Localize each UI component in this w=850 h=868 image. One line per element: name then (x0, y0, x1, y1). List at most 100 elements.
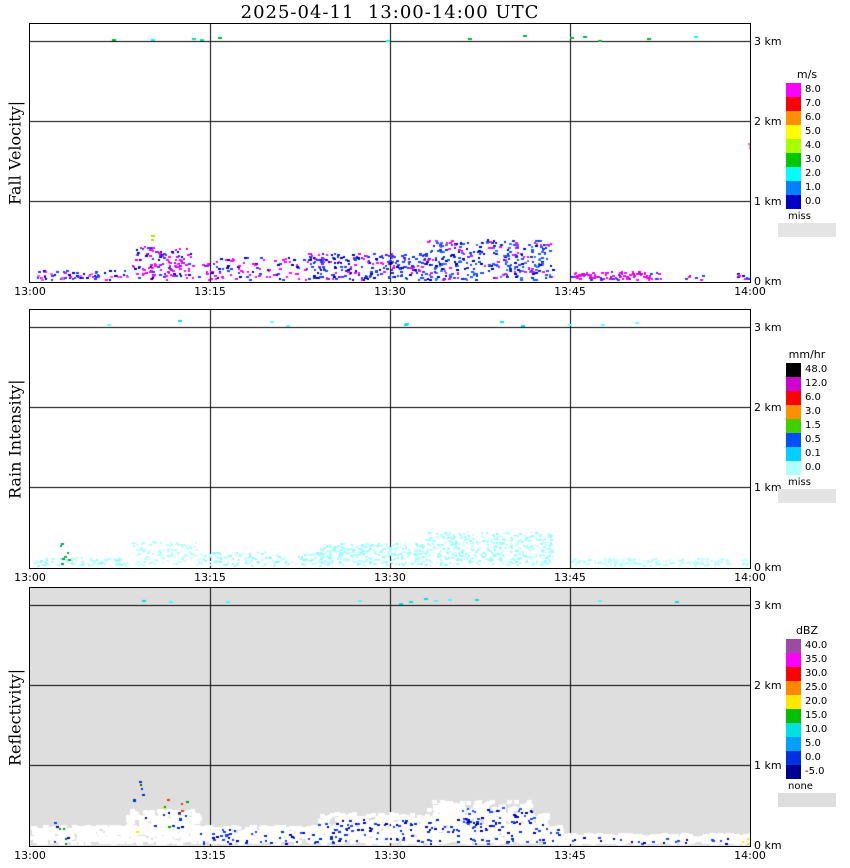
legend-missing-label: none (788, 781, 813, 792)
x-tick-label: 13:15 (194, 285, 226, 298)
legend-value-label: 0.0 (805, 462, 821, 473)
legend-value-label: 40.0 (805, 640, 828, 651)
legend-value-label: 0.5 (805, 434, 821, 445)
legend-color-swatch (786, 765, 801, 779)
x-tick-label: 13:45 (554, 849, 586, 862)
legend-value-label: 35.0 (805, 654, 828, 665)
y-tick-label: 3 km (754, 599, 782, 612)
legend-color-swatch (786, 377, 801, 391)
legend-value-label: 8.0 (805, 84, 821, 95)
legend-entry: 7.0 (778, 97, 850, 111)
legend-value-label: 20.0 (805, 696, 828, 707)
legend-value-label: 5.0 (805, 126, 821, 137)
heatmap-canvas-rain-intensity (30, 310, 750, 568)
y-tick-label: 1 km (754, 759, 782, 772)
y-axis-title-reflectivity: Reflectivity| (5, 668, 25, 766)
legend-color-swatch (786, 195, 801, 209)
legend-units-label: dBZ (795, 624, 819, 637)
x-tick-label: 14:00 (734, 285, 766, 298)
y-tick-label: 1 km (754, 195, 782, 208)
y-tick-label: 0 km (754, 275, 782, 288)
x-tick-label: 13:30 (374, 285, 406, 298)
legend-color-swatch (786, 83, 801, 97)
legend-missing-swatch (778, 223, 836, 237)
legend-color-swatch (786, 153, 801, 167)
legend-entry: 3.0 (778, 153, 850, 167)
legend-entry: 6.0 (778, 111, 850, 125)
y-tick-label: 2 km (754, 401, 782, 414)
legend-value-label: 1.5 (805, 420, 821, 431)
legend-value-label: 30.0 (805, 668, 828, 679)
legend-color-swatch (786, 653, 801, 667)
legend-entry: 12.0 (778, 377, 850, 391)
legend-color-swatch (786, 139, 801, 153)
legend-color-swatch (786, 447, 801, 461)
legend-color-swatch (786, 363, 801, 377)
legend-color-swatch (786, 405, 801, 419)
legend-color-swatch (786, 419, 801, 433)
y-tick-label: 3 km (754, 35, 782, 48)
legend-entry: 0.1 (778, 447, 850, 461)
x-tick-label: 13:45 (554, 285, 586, 298)
legend-entry: 48.0 (778, 363, 850, 377)
legend-color-swatch (786, 125, 801, 139)
legend-color-swatch (786, 639, 801, 653)
legend-value-label: 0.0 (805, 196, 821, 207)
legend-entry: 0.5 (778, 433, 850, 447)
legend-entry: 25.0 (778, 681, 850, 695)
legend-color-swatch (786, 751, 801, 765)
legend-value-label: 6.0 (805, 392, 821, 403)
legend-entry: 15.0 (778, 709, 850, 723)
legend-entry: 10.0 (778, 723, 850, 737)
legend-entry: 3.0 (778, 405, 850, 419)
legend-entry: 5.0 (778, 737, 850, 751)
x-tick-label: 13:00 (14, 849, 46, 862)
legend-value-label: 4.0 (805, 140, 821, 151)
legend-color-swatch (786, 695, 801, 709)
legend-value-label: -5.0 (805, 766, 825, 777)
x-tick-label: 13:30 (374, 571, 406, 584)
x-tick-label: 13:30 (374, 849, 406, 862)
legend-entry: 35.0 (778, 653, 850, 667)
x-tick-label: 14:00 (734, 571, 766, 584)
legend-color-swatch (786, 667, 801, 681)
legend-entry: 1.5 (778, 419, 850, 433)
legend-entry: 1.0 (778, 181, 850, 195)
heatmap-canvas-reflectivity (30, 588, 750, 846)
y-axis-title-rain-intensity: Rain Intensity| (5, 379, 25, 499)
legend-value-label: 25.0 (805, 682, 828, 693)
y-tick-label: 3 km (754, 321, 782, 334)
legend-value-label: 3.0 (805, 154, 821, 165)
legend-value-label: 2.0 (805, 168, 821, 179)
legend-entry: 8.0 (778, 83, 850, 97)
x-tick-label: 13:00 (14, 571, 46, 584)
legend-color-swatch (786, 709, 801, 723)
y-tick-label: 0 km (754, 839, 782, 852)
legend-rain-intensity: mm/hr 48.0 12.0 6.0 3.0 1.5 0.5 0.1 0.0 miss (778, 348, 850, 503)
chart-title: 2025-04-11 13:00-14:00 UTC (240, 2, 540, 23)
y-tick-label: 1 km (754, 481, 782, 494)
x-tick-label: 14:00 (734, 849, 766, 862)
legend-value-label: 0.1 (805, 448, 821, 459)
plot-area-reflectivity (29, 587, 751, 847)
legend-value-label: 3.0 (805, 406, 821, 417)
legend-reflectivity: dBZ 40.0 35.0 30.0 25.0 20.0 15.0 10.0 5.0 0.0 -5.… (778, 624, 850, 807)
legend-color-swatch (786, 111, 801, 125)
legend-units-label: m/s (796, 68, 818, 81)
y-tick-label: 0 km (754, 561, 782, 574)
legend-color-swatch (786, 391, 801, 405)
x-tick-label: 13:00 (14, 285, 46, 298)
legend-value-label: 5.0 (805, 738, 821, 749)
legend-color-swatch (786, 181, 801, 195)
plot-area-fall-velocity (29, 23, 751, 283)
legend-entry: 0.0 (778, 461, 850, 475)
legend-color-swatch (786, 737, 801, 751)
legend-color-swatch (786, 167, 801, 181)
y-tick-label: 2 km (754, 115, 782, 128)
legend-value-label: 12.0 (805, 378, 828, 389)
legend-color-swatch (786, 97, 801, 111)
x-tick-label: 13:45 (554, 571, 586, 584)
heatmap-canvas-fall-velocity (30, 24, 750, 282)
legend-color-swatch (786, 461, 801, 475)
